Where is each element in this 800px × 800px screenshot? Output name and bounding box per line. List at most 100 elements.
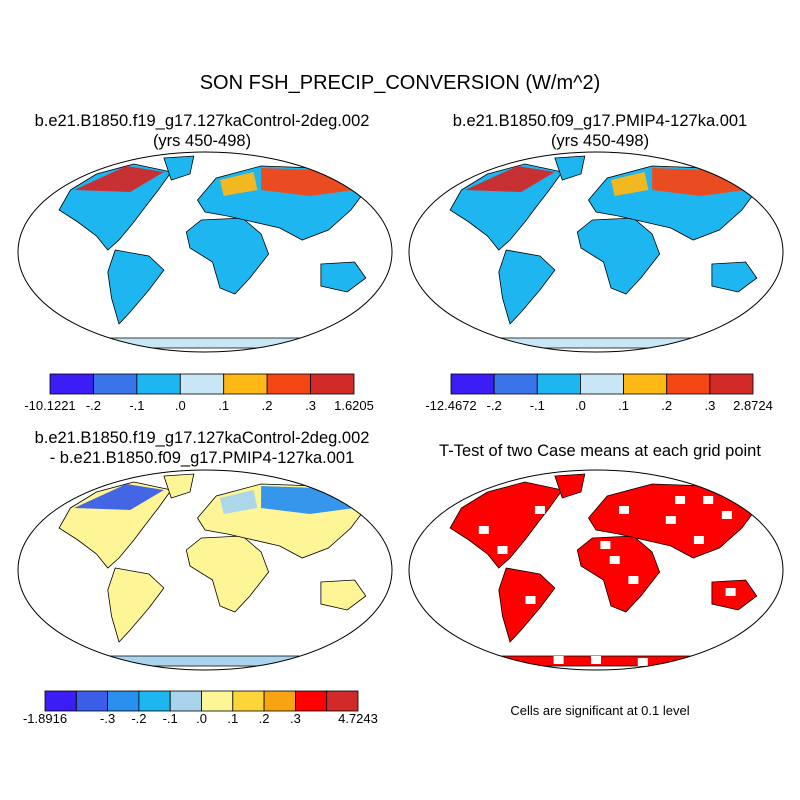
colorbar-3-swatch-2 <box>75 690 109 712</box>
colorbar-1-swatch-6 <box>266 373 311 395</box>
colorbar-1-swatch-7 <box>310 373 355 395</box>
colorbar-3-label-2: -.3 <box>100 711 115 726</box>
colorbar-3: -1.8916 -.3 -.2 -.1 .0 .1 .2 .3 4.7243 <box>23 690 378 726</box>
non-significant-cell-6 <box>665 516 676 524</box>
colorbar-2-swatch-3 <box>536 373 581 395</box>
high-latitude-region-3-2 <box>261 486 355 514</box>
colorbar-3-label-9: 4.7243 <box>338 711 378 726</box>
colorbar-3-label-4: -.1 <box>163 711 178 726</box>
non-significant-cell-3 <box>534 506 545 514</box>
map-frame-3 <box>17 469 393 671</box>
colorbar-3-swatch-1 <box>44 690 77 712</box>
land-australia-3 <box>320 579 367 611</box>
land-southAmerica-2 <box>498 249 556 325</box>
high-latitude-region-1-1 <box>74 166 164 192</box>
land-africa-4 <box>576 535 661 613</box>
panel-4-title: T-Test of two Case means at each grid po… <box>439 442 761 460</box>
colorbar-1-swatch-1 <box>49 373 94 395</box>
high-latitude-region-2-2 <box>652 168 746 196</box>
non-significant-cell-13 <box>637 658 648 666</box>
map-frame-2 <box>408 151 784 353</box>
land-greenland-2 <box>554 155 586 181</box>
colorbar-1-label-8: 1.6205 <box>334 398 374 413</box>
land-greenland-3 <box>163 473 195 499</box>
non-significant-cell-8 <box>721 511 732 519</box>
colorbar-3-swatch-8 <box>263 690 296 712</box>
land-africa-1 <box>185 217 270 295</box>
map-panel-4 <box>408 469 784 671</box>
non-significant-cell-14 <box>553 656 564 664</box>
land-southAmerica-3 <box>107 567 165 643</box>
non-significant-cell-11 <box>725 588 736 596</box>
colorbar-1-swatch-2 <box>93 373 138 395</box>
land-greenland-4 <box>554 473 586 499</box>
colorbar-2-label-8: 2.8724 <box>733 398 773 413</box>
high-latitude-region-4-2 <box>652 486 746 514</box>
colorbar-2-swatch-2 <box>493 373 538 395</box>
colorbar-1-label-4: .0 <box>175 398 186 413</box>
colorbar-3-label-3: -.2 <box>131 711 146 726</box>
colorbar-2-swatch-4 <box>580 373 624 395</box>
colorbar-3-swatch-7 <box>232 690 265 712</box>
colorbar-1: -10.1221 -.2 -.1 .0 .1 .2 .3 1.6205 <box>24 373 374 413</box>
non-significant-cell-9 <box>619 506 629 514</box>
colorbar-1-label-6: .2 <box>262 398 273 413</box>
colorbar-1-label-7: .3 <box>305 398 316 413</box>
colorbar-3-label-7: .2 <box>259 711 270 726</box>
colorbar-2-label-4: .0 <box>575 398 586 413</box>
non-significant-cell-16 <box>703 496 714 504</box>
colorbar-1-label-2: -.2 <box>86 398 101 413</box>
colorbar-3-label-1: -1.8916 <box>23 711 67 726</box>
panel-2-title-line-2: (yrs 450-498) <box>550 132 650 150</box>
colorbar-2-label-1: -12.4672 <box>425 398 476 413</box>
high-latitude-region-3-3 <box>220 490 258 514</box>
colorbar-3-swatch-3 <box>107 690 140 712</box>
colorbar-3-label-8: .3 <box>290 711 301 726</box>
land-antarctica-3 <box>100 655 310 667</box>
colorbar-2-swatch-1 <box>450 373 495 395</box>
colorbar-2: -12.4672 -.2 -.1 .0 .1 .2 .3 2.8724 <box>425 373 773 413</box>
land-southAmerica-1 <box>107 249 165 325</box>
colorbar-2-swatch-6 <box>666 373 711 395</box>
colorbar-3-swatch-5 <box>169 690 202 712</box>
land-antarctica-1 <box>100 337 310 349</box>
panel-1-title-line-2: (yrs 450-498) <box>152 132 252 150</box>
non-significant-cell-12 <box>591 656 601 664</box>
colorbar-2-label-6: .2 <box>661 398 672 413</box>
colorbar-2-label-7: .3 <box>704 398 715 413</box>
colorbar-1-swatch-3 <box>136 373 181 395</box>
high-latitude-region-2-1 <box>465 166 555 192</box>
map-panel-3 <box>17 469 393 671</box>
high-latitude-region-2-3 <box>611 172 649 196</box>
map-panel-2 <box>408 151 784 353</box>
land-australia-1 <box>320 261 367 293</box>
land-greenland-1 <box>163 155 195 181</box>
colorbar-2-swatch-7 <box>709 373 754 395</box>
non-significant-cell-2 <box>497 546 508 554</box>
colorbar-3-label-6: .1 <box>227 711 238 726</box>
map-frame-4 <box>408 469 784 671</box>
panel-3-title-line-1: b.e21.B1850.f19_g17.127kaControl-2deg.00… <box>34 429 370 447</box>
land-australia-2 <box>711 261 758 293</box>
map-frame-1 <box>17 151 393 353</box>
non-significant-cell-1 <box>478 526 489 534</box>
non-significant-cell-7 <box>693 536 704 544</box>
colorbar-1-swatch-5 <box>223 373 268 395</box>
non-significant-cell-4 <box>609 556 620 564</box>
colorbar-2-label-2: -.2 <box>487 398 502 413</box>
non-significant-cell-17 <box>600 541 611 549</box>
colorbar-2-label-5: .1 <box>618 398 629 413</box>
colorbar-3-swatch-10 <box>326 690 359 712</box>
colorbar-3-swatch-6 <box>201 690 234 712</box>
land-southAmerica-4 <box>498 567 556 643</box>
map-panel-1 <box>17 151 393 353</box>
non-significant-cell-15 <box>675 496 686 504</box>
non-significant-cell-10 <box>525 596 536 604</box>
significance-note: Cells are significant at 0.1 level <box>510 703 690 718</box>
high-latitude-region-3-1 <box>74 484 164 510</box>
panel-1-title-line-1: b.e21.B1850.f19_g17.127kaControl-2deg.00… <box>34 112 370 130</box>
high-latitude-region-1-3 <box>220 172 258 196</box>
colorbar-3-label-5: .0 <box>196 711 207 726</box>
high-latitude-region-4-1 <box>465 484 555 510</box>
